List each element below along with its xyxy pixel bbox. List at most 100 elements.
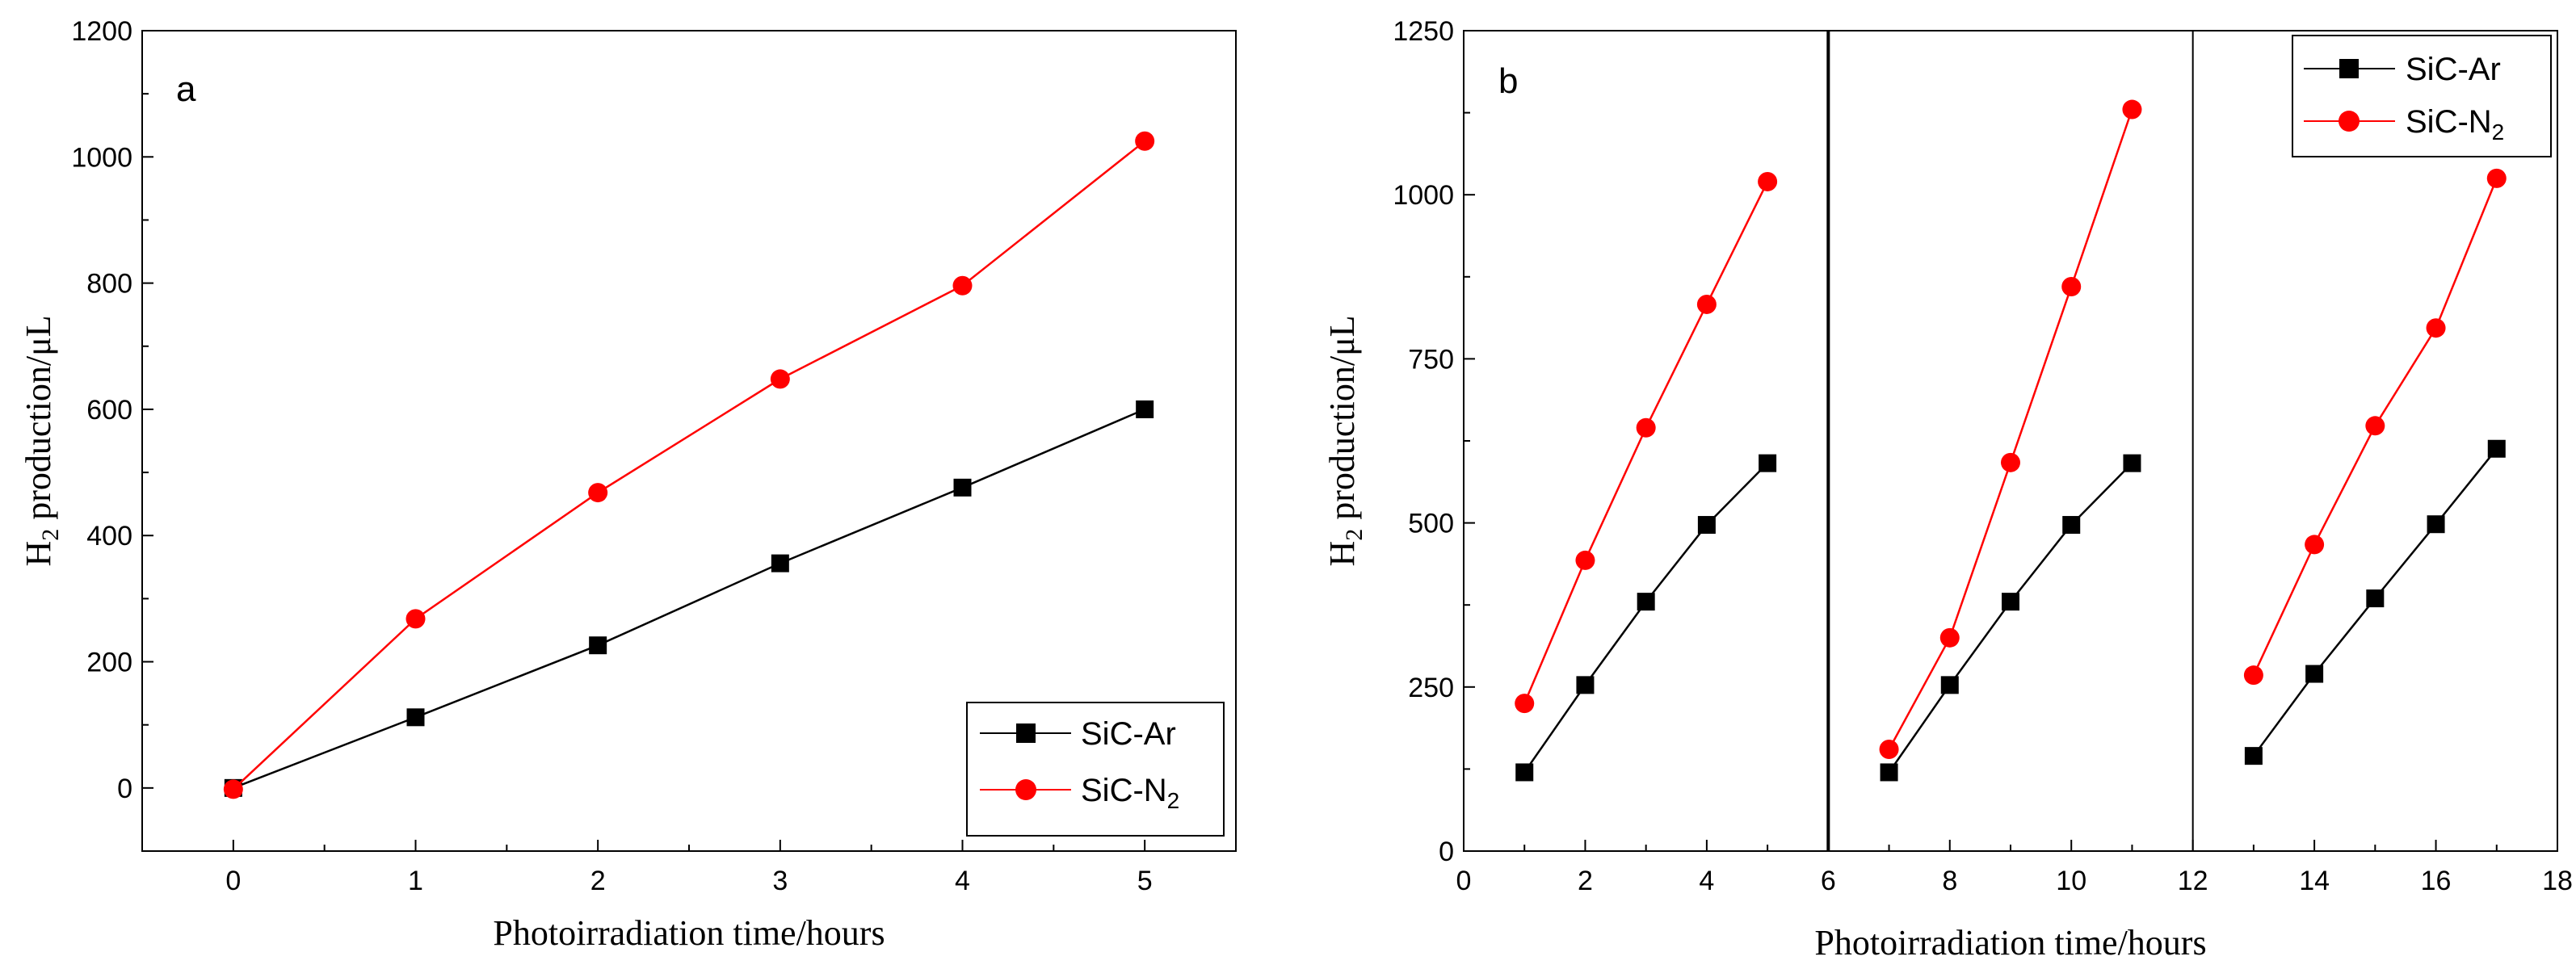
y-tick-label: 200 [86, 648, 132, 678]
data-point-sic-ar [1576, 676, 1595, 694]
x-tick-label: 2 [590, 866, 606, 896]
y-axis-b: 0 250 500 750 1000 1250 [1393, 16, 1475, 867]
y-tick-label: 1200 [71, 16, 132, 47]
data-point-sic-ar [2487, 439, 2506, 458]
data-point-sic-ar [2002, 593, 2019, 611]
data-point-sic-n2 [406, 609, 426, 629]
data-point-sic-n2 [1879, 740, 1899, 760]
series-line-sic-ar [233, 408, 1145, 789]
x-axis-a: 0 1 2 3 4 5 [225, 840, 1153, 896]
y-tick-label: 0 [1439, 837, 1454, 867]
panel-label-b: b [1498, 61, 1518, 101]
data-point-sic-n2 [223, 779, 243, 799]
data-point-sic-n2 [1575, 550, 1595, 570]
data-point-sic-n2 [1636, 417, 1656, 438]
legend-marker-sic-n2 [2339, 111, 2360, 132]
x-tick-label: 6 [1821, 866, 1836, 896]
series-line-sic-ar [1888, 462, 2133, 774]
x-tick-label: 4 [1699, 866, 1714, 896]
x-axis-title-a: Photoirradiation time/hours [493, 913, 885, 953]
y-tick-label: 750 [1408, 344, 1454, 375]
x-tick-label: 12 [2178, 866, 2208, 896]
data-point-sic-n2 [2122, 99, 2142, 120]
x-axis-b: 0 2 4 6 8 10 12 14 16 18 [1456, 840, 2573, 896]
series-line-sic-n2 [232, 140, 1145, 791]
legend-label-sic-n2: SiC-N2 [2406, 104, 2504, 145]
data-point-sic-n2 [952, 275, 973, 296]
x-tick-label: 5 [1137, 866, 1153, 896]
x-tick-label: 1 [408, 866, 423, 896]
series-a [223, 131, 1155, 799]
y-tick-label: 1000 [1393, 180, 1454, 211]
data-point-sic-n2 [2243, 665, 2263, 686]
y-tick-label: 800 [86, 269, 132, 300]
data-point-sic-ar [771, 554, 789, 572]
cycle-dividers [1826, 31, 2194, 851]
y-axis-title-rest: production/μL [19, 315, 58, 528]
y-axis-title-b: H2 production/μL [1322, 315, 1368, 566]
data-point-sic-n2 [1758, 171, 1778, 191]
data-point-sic-ar [1880, 763, 1898, 782]
legend-marker-sic-ar [2339, 59, 2359, 78]
data-point-sic-n2 [770, 369, 790, 389]
x-axis-title-b: Photoirradiation time/hours [1814, 923, 2206, 963]
x-tick-label: 4 [955, 866, 970, 896]
series-b [1515, 99, 2507, 782]
data-point-sic-n2 [2486, 168, 2507, 188]
panel-a: a 0 200 400 600 800 1000 1200 0 1 2 3 4 5 Photoirra… [19, 16, 1237, 953]
legend-box-a [966, 702, 1225, 837]
panel-label-a: a [176, 69, 196, 109]
data-point-sic-ar [953, 478, 972, 497]
data-point-sic-ar [1637, 593, 1655, 611]
x-tick-label: 16 [2421, 866, 2452, 896]
data-point-sic-ar [1697, 516, 1716, 535]
series-line-sic-n2 [1523, 181, 1769, 704]
legend-label-sic-ar: SiC-Ar [2406, 52, 2501, 87]
y-tick-label: 500 [1408, 509, 1454, 539]
data-point-sic-n2 [2426, 318, 2446, 338]
legend-marker-sic-n2 [1015, 779, 1036, 800]
data-point-sic-ar [1759, 454, 1777, 472]
y-axis-title-sub: 2 [37, 529, 64, 541]
x-tick-label: 2 [1578, 866, 1593, 896]
data-point-sic-ar [1515, 763, 1534, 782]
y-axis-a: 0 200 400 600 800 1000 1200 [71, 16, 153, 804]
y-tick-label: 1000 [71, 142, 132, 173]
data-point-sic-n2 [1135, 131, 1155, 151]
data-point-sic-n2 [1939, 627, 1960, 648]
y-tick-label: 250 [1408, 673, 1454, 703]
data-point-sic-ar [1136, 400, 1154, 418]
legend-box-b [2292, 35, 2552, 157]
data-point-sic-ar [2062, 516, 2081, 535]
data-point-sic-ar [2244, 747, 2263, 765]
x-tick-label: 14 [2299, 866, 2330, 896]
y-axis-title-main: H [19, 541, 58, 567]
data-point-sic-ar [406, 708, 425, 727]
data-point-sic-n2 [2365, 416, 2385, 436]
data-point-sic-n2 [2001, 452, 2020, 472]
y-tick-label: 400 [86, 521, 132, 552]
y-tick-label: 0 [117, 774, 132, 804]
x-tick-label: 10 [2056, 866, 2086, 896]
legend-label-sic-n2: SiC-N2 [1081, 773, 1179, 813]
data-point-sic-ar [2123, 454, 2141, 472]
data-point-sic-ar [2366, 589, 2385, 608]
data-point-sic-n2 [1515, 694, 1535, 714]
x-tick-label: 8 [1942, 866, 1957, 896]
x-tick-label: 0 [1456, 866, 1472, 896]
data-point-sic-ar [2305, 665, 2324, 683]
legend-a: SiC-Ar SiC-N2 [966, 702, 1225, 837]
y-tick-label: 1250 [1393, 16, 1454, 47]
data-point-sic-ar [1940, 676, 1959, 694]
y-tick-label: 600 [86, 395, 132, 426]
legend-label-sic-ar: SiC-Ar [1081, 716, 1176, 752]
data-point-sic-n2 [2305, 535, 2325, 555]
data-point-sic-n2 [1696, 294, 1717, 314]
data-point-sic-ar [2427, 515, 2445, 534]
panel-b: b 0 250 500 750 1000 1250 0 2 4 6 8 10 12 14 16 18 Pho… [1322, 16, 2573, 963]
data-point-sic-n2 [2061, 276, 2082, 296]
series-line-sic-n2 [1888, 109, 2133, 750]
x-tick-label: 18 [2542, 866, 2573, 896]
y-axis-title-a: H2 production/μL [19, 315, 64, 566]
